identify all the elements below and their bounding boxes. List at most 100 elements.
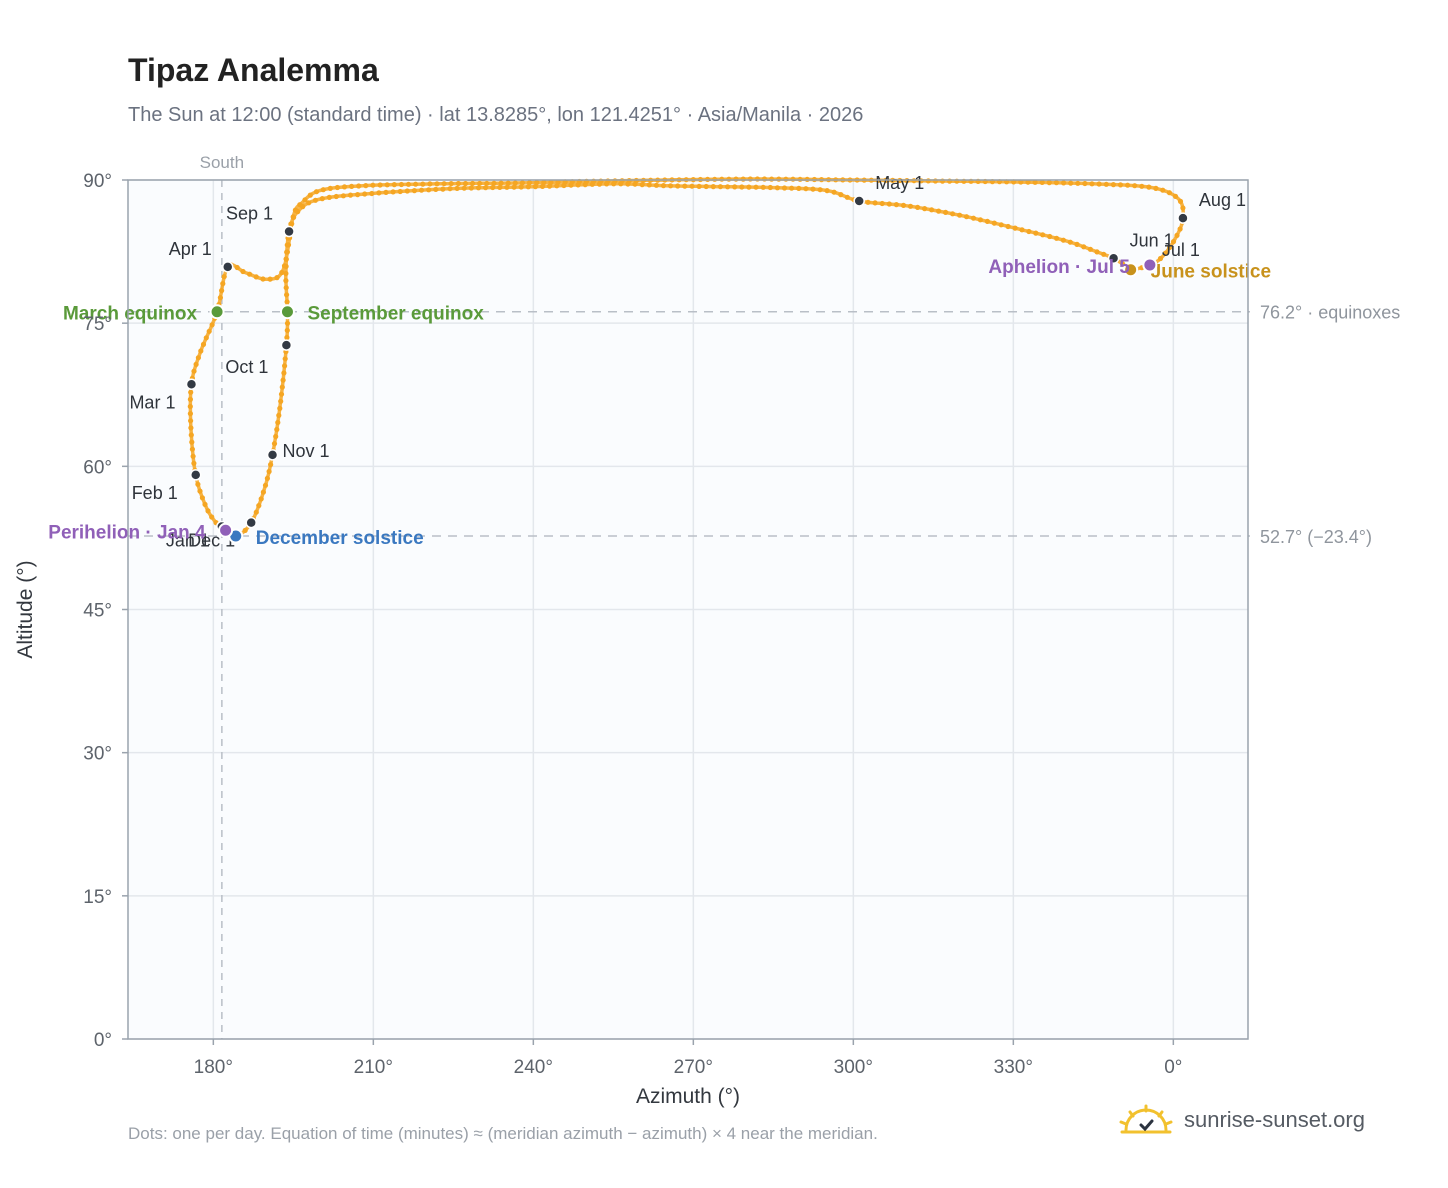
daily-dot [187,403,193,410]
month-marker [221,261,234,273]
daily-dot [187,411,193,417]
daily-dot [790,176,796,182]
daily-dot [932,178,939,184]
daily-dot [284,292,290,298]
x-tick-label: 330° [994,1057,1033,1078]
daily-dot [253,274,259,280]
event-label: September equinox [307,304,484,325]
daily-dot [260,489,266,495]
daily-dot [268,462,274,468]
chart-subtitle: The Sun at 12:00 (standard time) · lat 1… [128,104,864,126]
month-label: Jan 1 [166,530,210,550]
daily-dot [774,185,781,191]
event-marker [218,522,234,538]
daily-dot [242,527,248,534]
month-label: Jun 1 [1130,230,1174,250]
daily-dot [726,176,732,182]
daily-dot [278,398,284,404]
y-tick-label: 60° [83,457,112,478]
daily-dot [274,275,280,281]
daily-dot [420,181,426,187]
daily-dot [1025,179,1031,185]
footnote: Dots: one per day. Equation of time (min… [128,1124,878,1143]
month-marker [185,378,198,391]
daily-dot [1125,182,1131,188]
x-tick-label: 270° [674,1057,713,1078]
daily-dot [279,269,285,276]
daily-dot [789,185,795,191]
chart-title: Tipaz Analemma [128,52,379,88]
brand-text[interactable]: sunrise-sunset.org [1184,1107,1365,1132]
daily-dot [220,281,226,287]
daily-dot [297,202,303,208]
x-tick-label: 180° [194,1057,233,1078]
daily-dot [1060,237,1066,243]
daily-dot [267,276,273,282]
daily-dot [1110,182,1116,188]
daily-dot [190,453,196,459]
daily-dot [283,270,289,277]
month-label: Sep 1 [226,204,273,224]
daily-dot [283,285,289,291]
daily-dot [1061,180,1067,186]
daily-dot [605,178,611,184]
daily-dot [187,396,193,402]
daily-dot [977,217,984,223]
daily-dot [284,249,290,255]
daily-dot [209,322,215,328]
daily-dot [390,189,396,195]
daily-dot [292,207,298,213]
y-tick-label: 15° [83,887,112,908]
daily-dot [483,185,489,191]
daily-dot [491,180,497,186]
daily-dot [746,184,752,190]
daily-dot [384,182,390,188]
daily-dot [199,495,205,501]
daily-dot [936,208,942,214]
daily-dot [548,179,554,185]
daily-dot [290,214,296,220]
daily-dot [376,190,382,196]
daily-dot [200,341,207,347]
daily-dot [356,183,362,189]
event-marker [1123,262,1139,278]
month-marker [1177,212,1189,224]
daily-dot [886,201,892,207]
reference-lines: South 76.2° · equinoxes 52.7° (−23.4°) [128,153,1400,1039]
daily-dot [326,194,332,200]
daily-dot [426,187,432,193]
daily-dot [189,446,195,452]
y-tick-label: 45° [83,601,112,622]
daily-dot [285,242,292,248]
daily-dot [760,184,766,190]
daily-dot [447,186,453,192]
daily-dot [362,191,368,197]
y-tick-label: 90° [83,171,112,192]
daily-dot [1157,255,1164,262]
daily-dot [188,389,194,395]
daily-dot [1053,180,1059,186]
month-label: Feb 1 [132,483,178,503]
daily-dot [646,182,652,188]
daily-dot [925,178,931,184]
daily-dot [783,176,789,182]
daily-dot [188,425,194,431]
daily-dot [441,181,447,187]
daily-dot [397,188,403,195]
daily-dot [1075,180,1081,186]
daily-dot [355,192,361,198]
brand[interactable]: sunrise-sunset.org [1118,1104,1365,1136]
x-axis-label: Azimuth (°) [636,1085,740,1108]
daily-dot [1167,244,1173,251]
daily-dot [188,432,194,438]
daily-dot [717,184,724,190]
daily-dot [539,183,546,189]
daily-dot [258,496,264,502]
daily-dot [781,185,788,191]
daily-dot [943,209,949,215]
daily-dot [340,193,346,199]
daily-dot [824,188,830,194]
daily-dot [1068,180,1074,186]
meridian-label: South [200,153,244,172]
daily-dot [191,460,197,466]
